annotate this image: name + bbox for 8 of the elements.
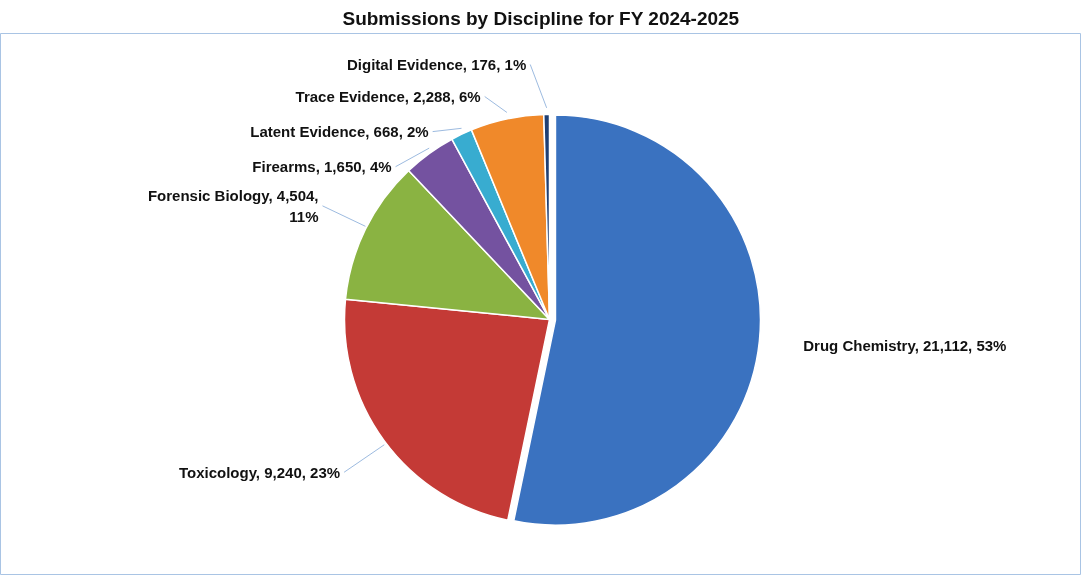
slice-label: Digital Evidence, 176, 1% bbox=[346, 55, 527, 73]
slice-label: Trace Evidence, 2,288, 6% bbox=[295, 88, 481, 105]
chart-title: Submissions by Discipline for FY 2024-2025 bbox=[342, 7, 740, 29]
slice-label: Toxicology, 9,240, 23% bbox=[178, 463, 341, 481]
slice-label: Drug Chemistry, 21,112, 53% bbox=[803, 337, 1007, 355]
slice-label: Forensic Biology, 4,504, 11% bbox=[147, 187, 319, 225]
slice-label: Latent Evidence, 668, 2% bbox=[250, 123, 429, 141]
slice-label: Firearms, 1,650, 4% bbox=[252, 158, 392, 176]
